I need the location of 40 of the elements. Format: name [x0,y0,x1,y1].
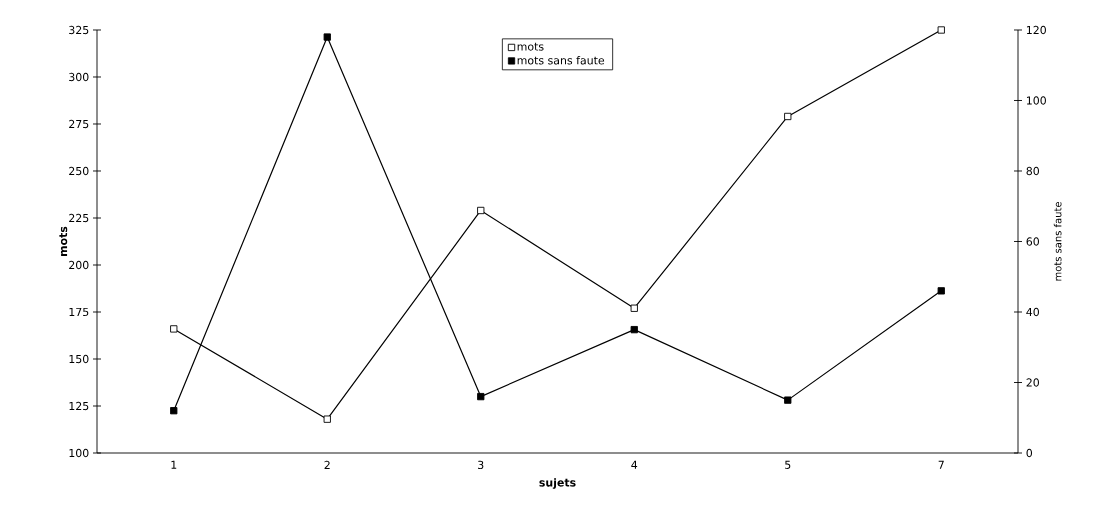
point [477,392,485,401]
y-tick-label: 300 [69,72,89,82]
x-tick-label: 3 [478,460,484,470]
point [170,407,178,415]
y-tick-label: 150 [69,354,89,364]
y-tick-label: 125 [69,401,89,411]
point [937,26,945,34]
point [784,396,792,404]
y2-tick-label: 80 [1026,166,1039,176]
y-tick-label: 200 [69,260,89,270]
x-tick-label: 2 [324,460,330,469]
y2-tick-label: 100 [1026,96,1046,105]
point [477,206,485,215]
legend-label: mots sans faute [517,56,605,65]
y-tick-label: 275 [69,119,89,129]
y2-tick-label: 20 [1026,378,1039,387]
y2-axis-title: mots sans faute [1053,202,1062,281]
point [170,325,178,333]
point [937,287,945,295]
y-tick-label: 225 [69,213,89,223]
y-tick-label: 325 [69,25,89,35]
x-tick-label: 7 [938,460,944,469]
point [630,325,638,334]
legend-label: mots [517,42,544,51]
y-tick-label: 100 [69,448,89,458]
point [323,33,331,41]
point [784,112,792,121]
y-tick-label: 175 [69,307,89,317]
y2-tick-label: 40 [1026,307,1039,317]
point [323,415,331,423]
y-axis-title: mots [59,226,68,256]
x-axis-title: sujets [539,478,576,489]
y2-tick-label: 60 [1026,237,1039,246]
x-tick-label: 1 [171,460,177,469]
point [630,304,638,312]
y2-tick-label: 120 [1026,25,1046,35]
x-tick-label: 5 [785,460,791,469]
y-tick-label: 250 [69,166,89,176]
y2-tick-label: 0 [1026,448,1033,458]
x-tick-label: 4 [631,460,638,469]
